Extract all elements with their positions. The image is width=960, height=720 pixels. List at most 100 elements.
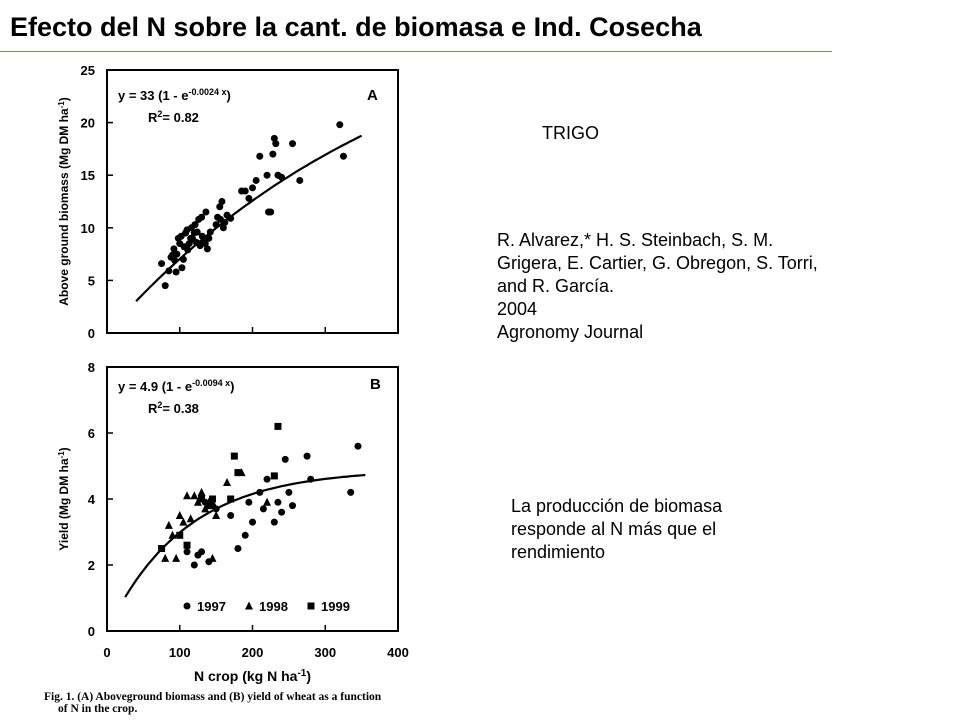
fit-equation-part: )	[230, 379, 234, 394]
data-point-triangle	[164, 520, 173, 529]
data-point-triangle	[197, 487, 206, 496]
data-point	[206, 228, 214, 236]
data-point-square	[205, 502, 213, 510]
data-point	[303, 452, 311, 460]
fit-r-squared-part: = 0.82	[162, 110, 199, 125]
legend-item: 1998	[245, 599, 288, 614]
data-point	[221, 219, 229, 227]
y-tick-label: 15	[81, 168, 95, 183]
data-point	[234, 545, 242, 552]
conclusion-line: responde al N más que el	[511, 519, 717, 539]
data-point	[201, 240, 209, 248]
data-point-triangle	[193, 497, 202, 506]
data-point	[171, 256, 179, 264]
data-point	[272, 140, 280, 148]
x-tick-label: 100	[169, 645, 191, 660]
series-1998	[161, 468, 272, 562]
caption-line: of N in the crop.	[58, 703, 138, 715]
data-point	[191, 221, 199, 229]
series-1997	[183, 442, 362, 569]
data-point	[158, 260, 166, 268]
caption-line: Fig. 1. (A) Aboveground biomass and (B) …	[44, 691, 382, 703]
fit-curve	[135, 134, 363, 302]
y-tick-label: 4	[88, 492, 96, 507]
x-tick-label: 400	[387, 645, 409, 660]
reference-line: 2004	[497, 299, 538, 319]
y-tick-label: 25	[81, 63, 95, 78]
legend-marker-circle	[183, 602, 191, 610]
x-axis-label-part: )	[306, 668, 311, 684]
data-point-triangle	[190, 491, 199, 500]
figure-caption: Fig. 1. (A) Aboveground biomass and (B) …	[44, 691, 434, 715]
series-points	[158, 121, 347, 290]
data-point	[190, 561, 198, 569]
legend-item: 1997	[183, 599, 226, 614]
fit-equation-part: y = 33 (1 - e	[118, 88, 188, 103]
data-point-triangle	[263, 497, 272, 506]
y-axis-label: Above ground biomass (Mg DM ha-1)	[57, 97, 72, 305]
data-point	[205, 234, 213, 242]
reference-line: Agronomy Journal	[497, 322, 644, 342]
fit-equation: y = 33 (1 - e-0.0024 x)	[118, 87, 231, 103]
reference-line: R. Alvarez,* H. S. Steinbach, S. M.	[497, 230, 774, 250]
y-tick-label: 0	[88, 326, 95, 341]
legend-label: 1999	[321, 599, 350, 614]
data-point	[241, 187, 249, 195]
fit-r-squared: R2= 0.38	[148, 400, 199, 416]
panel-letter: B	[370, 376, 381, 393]
legend-item: 1999	[307, 599, 350, 614]
data-point-triangle	[223, 478, 232, 486]
legend-label: 1997	[197, 599, 226, 614]
fit-r-squared-superscript: 2	[157, 109, 162, 119]
reference-line: and R. García.	[497, 276, 615, 296]
y-axis-label-superscript: -1	[57, 101, 66, 109]
data-point-square	[270, 472, 278, 480]
data-point-square	[158, 545, 166, 552]
data-point	[270, 134, 278, 142]
data-point	[198, 232, 206, 240]
data-point	[278, 508, 286, 516]
fit-r-squared-part: R	[148, 401, 158, 416]
data-point	[212, 505, 220, 513]
data-point	[249, 518, 256, 526]
data-point	[347, 488, 355, 496]
data-point-square	[208, 495, 216, 503]
data-point	[256, 488, 264, 496]
data-point-triangle	[186, 514, 195, 523]
data-point-square	[176, 531, 184, 539]
chart-panel-a: 0 5 10 15 20 25 Above ground biomass (Mg DM ha…	[57, 63, 399, 341]
data-point	[218, 198, 226, 205]
data-point-triangle	[212, 511, 221, 519]
y-axis-label-part: Above ground biomass (Mg DM ha	[57, 108, 71, 306]
reference-line: Grigera, E. Cartier, G. Obregon, S. Torr…	[497, 253, 818, 273]
data-point	[203, 245, 211, 253]
data-point	[241, 531, 249, 539]
y-tick-label: 2	[88, 558, 95, 573]
data-point-triangle	[161, 553, 170, 562]
fit-r-squared-part: R	[148, 110, 158, 125]
x-axis-label: N crop (kg N ha-1)	[194, 668, 311, 685]
data-point	[269, 150, 277, 158]
data-point	[307, 475, 315, 483]
x-tick-label: 200	[242, 645, 264, 660]
data-point	[183, 548, 191, 556]
conclusion-line: La producción de biomasa	[511, 496, 723, 516]
data-point	[336, 121, 344, 129]
fit-equation-superscript: -0.0024 x	[188, 87, 226, 97]
data-point-triangle	[208, 553, 217, 562]
y-tick-label: 5	[88, 273, 95, 288]
data-point-square	[274, 422, 282, 430]
data-point	[252, 176, 260, 184]
x-axis-label-superscript: -1	[297, 668, 306, 679]
legend: 1997 1998 1999	[183, 599, 350, 614]
y-tick-label: 8	[88, 360, 95, 375]
data-point-triangle	[172, 553, 181, 562]
data-point	[339, 152, 347, 160]
data-point	[172, 268, 180, 276]
data-point	[161, 282, 169, 290]
data-point	[278, 173, 286, 181]
data-point	[259, 505, 267, 513]
data-point	[267, 208, 275, 216]
data-point	[184, 246, 192, 254]
